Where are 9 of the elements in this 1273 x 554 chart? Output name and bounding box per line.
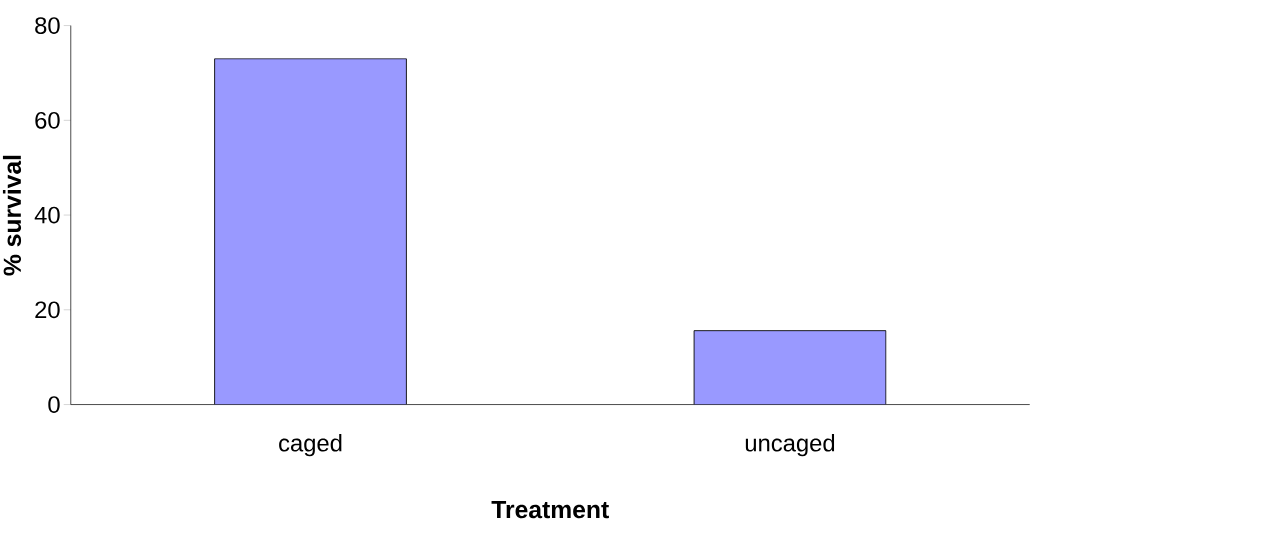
x-tick-label: caged [279,434,342,457]
y-tick-label: 20 [35,301,60,319]
x-axis-title: Treatment [491,501,609,519]
y-axis-title: % survival [2,156,22,276]
y-tick-label: 40 [34,206,60,224]
y-tick-label: 60 [35,112,60,129]
y-tick-label: 0 [48,396,60,414]
x-tick-label: uncaged [745,434,835,457]
y-tick-label: 80 [35,17,60,35]
